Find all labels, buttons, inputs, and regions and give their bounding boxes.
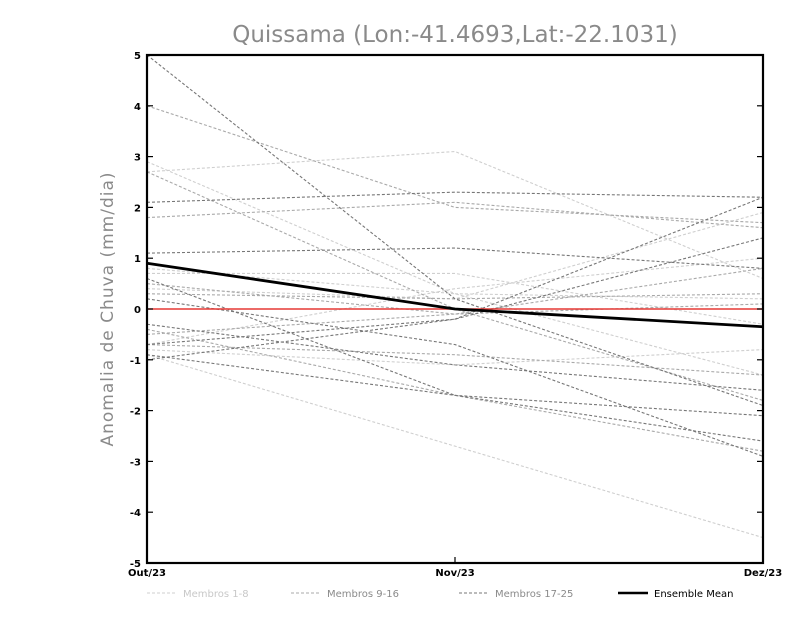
y-tick-label: 2 — [134, 203, 141, 214]
legend-label: Membros 9-16 — [327, 589, 399, 600]
member-series-line — [146, 293, 764, 300]
x-tick-label: Out/23 — [128, 568, 166, 579]
y-tick-label: 4 — [134, 102, 141, 113]
member-series-line — [146, 191, 764, 203]
legend-label: Ensemble Mean — [654, 589, 733, 600]
y-tick-label: 3 — [134, 153, 141, 164]
member-series-line — [146, 298, 764, 457]
legend-label: Membros 1-8 — [183, 589, 249, 600]
member-series-line — [146, 323, 764, 391]
member-series-line — [146, 171, 764, 401]
y-axis-label: Anomalia de Chuva (mm/dia) — [98, 171, 118, 446]
ensemble-mean-line — [146, 261, 764, 329]
member-series-line — [146, 354, 764, 417]
member-series-line — [146, 257, 764, 346]
member-series-line — [146, 267, 764, 376]
member-series-line — [146, 201, 764, 229]
member-series-line — [147, 272, 764, 325]
x-tick-label: Dez/23 — [744, 568, 783, 579]
member-series-line — [146, 349, 764, 366]
y-tick-label: 5 — [134, 51, 141, 62]
member-series-line — [146, 344, 764, 376]
y-tick-label: -5 — [130, 559, 141, 570]
member-series-line — [146, 267, 764, 335]
y-tick-label: 1 — [134, 254, 141, 265]
y-tick-label: -4 — [130, 508, 141, 519]
chart-title: Quissama (Lon:-41.4693,Lat:-22.1031) — [232, 22, 678, 48]
y-tick-label: -1 — [130, 356, 141, 367]
member-series-line — [146, 278, 764, 442]
member-series-line — [146, 150, 764, 280]
member-series-line — [146, 105, 764, 224]
member-series-line — [146, 54, 764, 407]
member-series-line — [146, 354, 764, 539]
member-series-line — [146, 196, 764, 361]
y-tick-label: -3 — [130, 457, 141, 468]
x-tick-label: Nov/23 — [435, 568, 474, 579]
y-tick-label: 0 — [134, 305, 141, 316]
legend: Membros 1-8 Membros 9-16 Membros 17-25 Ense… — [147, 589, 733, 600]
member-series-line — [146, 161, 764, 300]
legend-label: Membros 17-25 — [495, 589, 573, 600]
member-series-line — [146, 211, 764, 300]
y-tick-label: -2 — [130, 407, 141, 418]
member-series-line — [146, 247, 764, 269]
member-series-line — [146, 237, 764, 346]
